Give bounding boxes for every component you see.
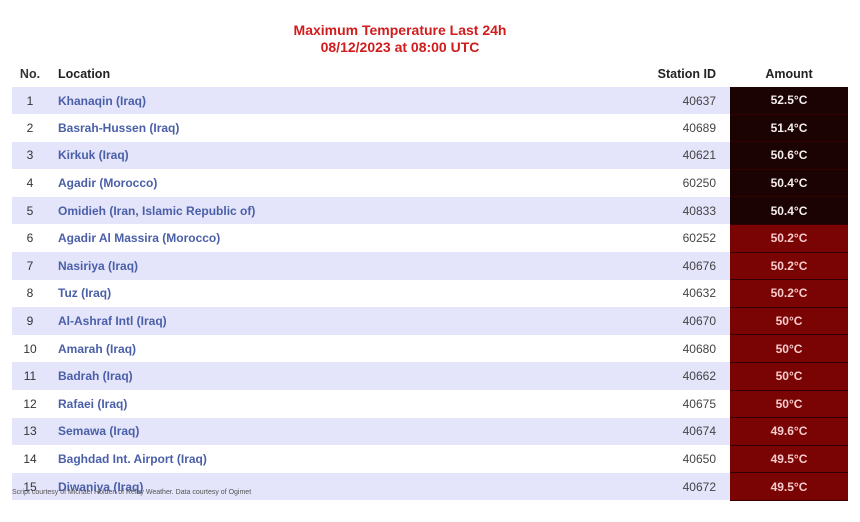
table-row: 9 Al-Ashraf Intl (Iraq) 40670 50°C [12, 307, 848, 336]
cell-amount: 50°C [730, 307, 848, 336]
header-no: No. [19, 67, 41, 81]
cell-station-id: 40632 [626, 279, 730, 308]
table-row: 6 Agadir Al Massira (Morocco) 60252 50.2°C [12, 224, 848, 253]
footer-credits: Script courtesy of Michael Holden of Rel… [12, 489, 252, 496]
cell-location[interactable]: Amarah (Iraq) [48, 334, 626, 363]
cell-no: 10 [12, 334, 48, 363]
header-location: Location [58, 67, 111, 81]
cell-no: 7 [12, 252, 48, 280]
cell-location[interactable]: Kirkuk (Iraq) [48, 141, 626, 170]
cell-station-id: 40680 [626, 334, 730, 363]
cell-location[interactable]: Khanaqin (Iraq) [48, 87, 626, 115]
cell-station-id: 40833 [626, 196, 730, 225]
cell-no: 8 [12, 279, 48, 308]
cell-no: 1 [12, 87, 48, 115]
table-row: 8 Tuz (Iraq) 40632 50.2°C [12, 279, 848, 308]
table-header: No. Location Station ID Amount [12, 61, 848, 87]
cell-no: 2 [12, 114, 48, 142]
cell-no: 6 [12, 224, 48, 253]
cell-no: 4 [12, 169, 48, 197]
temperature-table: No. Location Station ID Amount 1 Khanaqin… [12, 61, 848, 501]
cell-station-id: 40670 [626, 307, 730, 335]
cell-location[interactable]: Diwaniya (Iraq) [48, 472, 626, 501]
header-amount: Amount [765, 67, 813, 81]
cell-station-id: 40637 [626, 87, 730, 115]
cell-station-id: 60250 [626, 169, 730, 197]
header-station-id: Station ID [657, 67, 716, 81]
cell-no: 5 [12, 196, 48, 225]
cell-amount: 49.5°C [730, 472, 848, 501]
cell-amount: 50.6°C [730, 141, 848, 170]
cell-no: 9 [12, 307, 48, 335]
cell-station-id: 40621 [626, 141, 730, 170]
cell-no: 12 [12, 390, 48, 418]
table-row: 10 Amarah (Iraq) 40680 50°C [12, 334, 848, 363]
cell-location[interactable]: Rafaei (Iraq) [48, 390, 626, 418]
cell-location[interactable]: Nasiriya (Iraq) [48, 252, 626, 280]
cell-location[interactable]: Semawa (Iraq) [48, 417, 626, 446]
table-row: 13 Semawa (Iraq) 40674 49.6°C [12, 417, 848, 446]
cell-location[interactable]: Badrah (Iraq) [48, 362, 626, 391]
cell-amount: 51.4°C [730, 114, 848, 143]
cell-amount: 50°C [730, 334, 848, 363]
cell-location[interactable]: Baghdad Int. Airport (Iraq) [48, 445, 626, 473]
cell-amount: 50.4°C [730, 196, 848, 225]
table-row: 12 Rafaei (Iraq) 40675 50°C [12, 390, 848, 419]
table-row: 2 Basrah-Hussen (Iraq) 40689 51.4°C [12, 114, 848, 143]
cell-station-id: 40662 [626, 362, 730, 391]
cell-location[interactable]: Agadir Al Massira (Morocco) [48, 224, 626, 253]
cell-no: 13 [12, 417, 48, 446]
cell-location[interactable]: Basrah-Hussen (Iraq) [48, 114, 626, 142]
cell-location[interactable]: Omidieh (Iran, Islamic Republic of) [48, 196, 626, 225]
table-row: 1 Khanaqin (Iraq) 40637 52.5°C [12, 87, 848, 115]
cell-amount: 50.2°C [730, 252, 848, 281]
cell-station-id: 40675 [626, 390, 730, 418]
cell-amount: 50°C [730, 362, 848, 391]
table-row: 5 Omidieh (Iran, Islamic Republic of) 4083… [12, 196, 848, 225]
table-row: 14 Baghdad Int. Airport (Iraq) 40650 49.5°C [12, 445, 848, 474]
cell-amount: 50.2°C [730, 279, 848, 308]
title-line-1: Maximum Temperature Last 24h [293, 22, 507, 38]
cell-station-id: 40676 [626, 252, 730, 280]
cell-location[interactable]: Agadir (Morocco) [48, 169, 626, 197]
title-line-2: 08/12/2023 at 08:00 UTC [320, 39, 480, 55]
cell-amount: 50°C [730, 390, 848, 419]
cell-no: 3 [12, 141, 48, 170]
table-row: 15 Diwaniya (Iraq) 40672 49.5°C [12, 472, 848, 501]
cell-no: 11 [12, 362, 48, 391]
cell-amount: 49.5°C [730, 445, 848, 474]
table-row: 11 Badrah (Iraq) 40662 50°C [12, 362, 848, 391]
cell-no: 15 [12, 472, 48, 501]
table-row: 4 Agadir (Morocco) 60250 50.4°C [12, 169, 848, 198]
cell-amount: 52.5°C [730, 87, 848, 115]
cell-amount: 50.2°C [730, 224, 848, 253]
cell-station-id: 40674 [626, 417, 730, 446]
cell-station-id: 40689 [626, 114, 730, 142]
cell-station-id: 40672 [626, 472, 730, 501]
cell-location[interactable]: Tuz (Iraq) [48, 279, 626, 308]
table-row: 3 Kirkuk (Iraq) 40621 50.6°C [12, 141, 848, 170]
cell-station-id: 40650 [626, 445, 730, 473]
cell-amount: 49.6°C [730, 417, 848, 446]
cell-amount: 50.4°C [730, 169, 848, 198]
cell-location[interactable]: Al-Ashraf Intl (Iraq) [48, 307, 626, 335]
cell-no: 14 [12, 445, 48, 473]
cell-station-id: 60252 [626, 224, 730, 253]
table-row: 7 Nasiriya (Iraq) 40676 50.2°C [12, 252, 848, 281]
page-title: Maximum Temperature Last 24h 08/12/2023 … [0, 22, 800, 56]
